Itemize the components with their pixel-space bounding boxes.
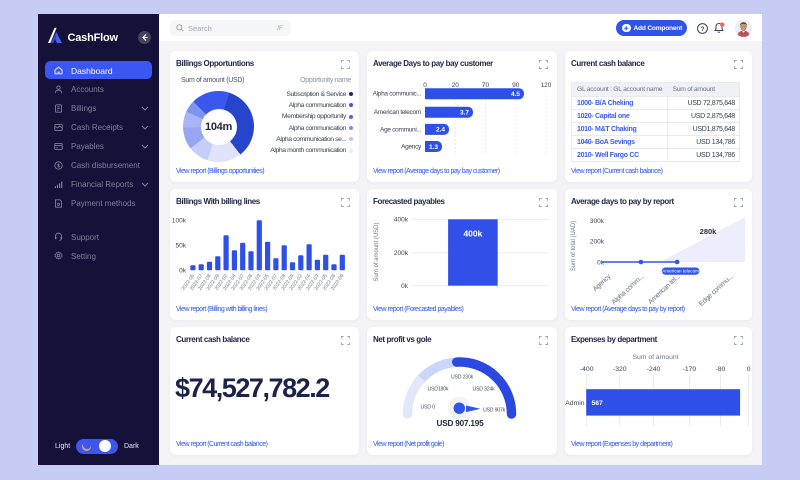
- svg-text:200k: 200k: [394, 250, 409, 257]
- svg-text:0k: 0k: [401, 283, 409, 290]
- svg-text:20: 20: [452, 82, 460, 89]
- svg-text:-170: -170: [683, 366, 697, 373]
- svg-text:50k: 50k: [176, 243, 187, 250]
- svg-text:USD 907.195: USD 907.195: [437, 419, 485, 428]
- svg-text:USD180k: USD180k: [428, 387, 449, 393]
- svg-text:USD 230k: USD 230k: [451, 375, 474, 381]
- svg-text:1.3: 1.3: [429, 144, 438, 151]
- svg-text:USD 324k: USD 324k: [473, 387, 496, 393]
- svg-text:0: 0: [747, 366, 751, 373]
- svg-text:Sum of total (UAD): Sum of total (UAD): [571, 221, 577, 271]
- svg-text:USD 0: USD 0: [421, 405, 436, 411]
- svg-text:Admin: Admin: [565, 400, 584, 407]
- svg-text:0k: 0k: [597, 259, 605, 266]
- svg-text:Edge commu...: Edge commu...: [698, 273, 735, 308]
- svg-text:4.5: 4.5: [511, 91, 520, 98]
- svg-text:Age communi...: Age communi...: [380, 126, 421, 133]
- svg-text:567: 567: [592, 400, 604, 407]
- svg-text:USD 907k: USD 907k: [483, 408, 506, 414]
- svg-text:2.4: 2.4: [436, 127, 445, 134]
- svg-text:-80: -80: [715, 366, 725, 373]
- svg-text:Sum of amount: Sum of amount: [632, 354, 678, 361]
- svg-text:100k: 100k: [172, 218, 187, 225]
- svg-text:90: 90: [512, 82, 520, 89]
- svg-text:70: 70: [482, 82, 490, 89]
- svg-text:American telecom: American telecom: [374, 109, 421, 116]
- svg-text:200k: 200k: [590, 238, 605, 245]
- svg-text:0: 0: [423, 82, 427, 89]
- svg-text:Alpha comm...: Alpha comm...: [611, 273, 646, 306]
- svg-text:Agency: Agency: [592, 273, 613, 293]
- svg-text:American telecom: American telecom: [662, 269, 699, 274]
- svg-text:280k: 280k: [700, 227, 718, 236]
- svg-text:American tel...: American tel...: [647, 273, 681, 306]
- svg-text:Alpha communic...: Alpha communic...: [373, 91, 422, 98]
- svg-text:400k: 400k: [463, 229, 482, 239]
- svg-text:-320: -320: [613, 366, 627, 373]
- svg-text:?: ?: [701, 25, 705, 32]
- svg-text:Agency: Agency: [401, 144, 422, 151]
- svg-text:120: 120: [541, 82, 552, 89]
- svg-text:3.7: 3.7: [460, 110, 469, 117]
- svg-text:0k: 0k: [179, 268, 187, 275]
- svg-text:-400: -400: [580, 366, 594, 373]
- svg-text:400k: 400k: [394, 217, 409, 224]
- svg-text:-240: -240: [647, 366, 661, 373]
- svg-text:Sum of amount (USD): Sum of amount (USD): [374, 222, 380, 281]
- svg-text:300k: 300k: [590, 218, 605, 225]
